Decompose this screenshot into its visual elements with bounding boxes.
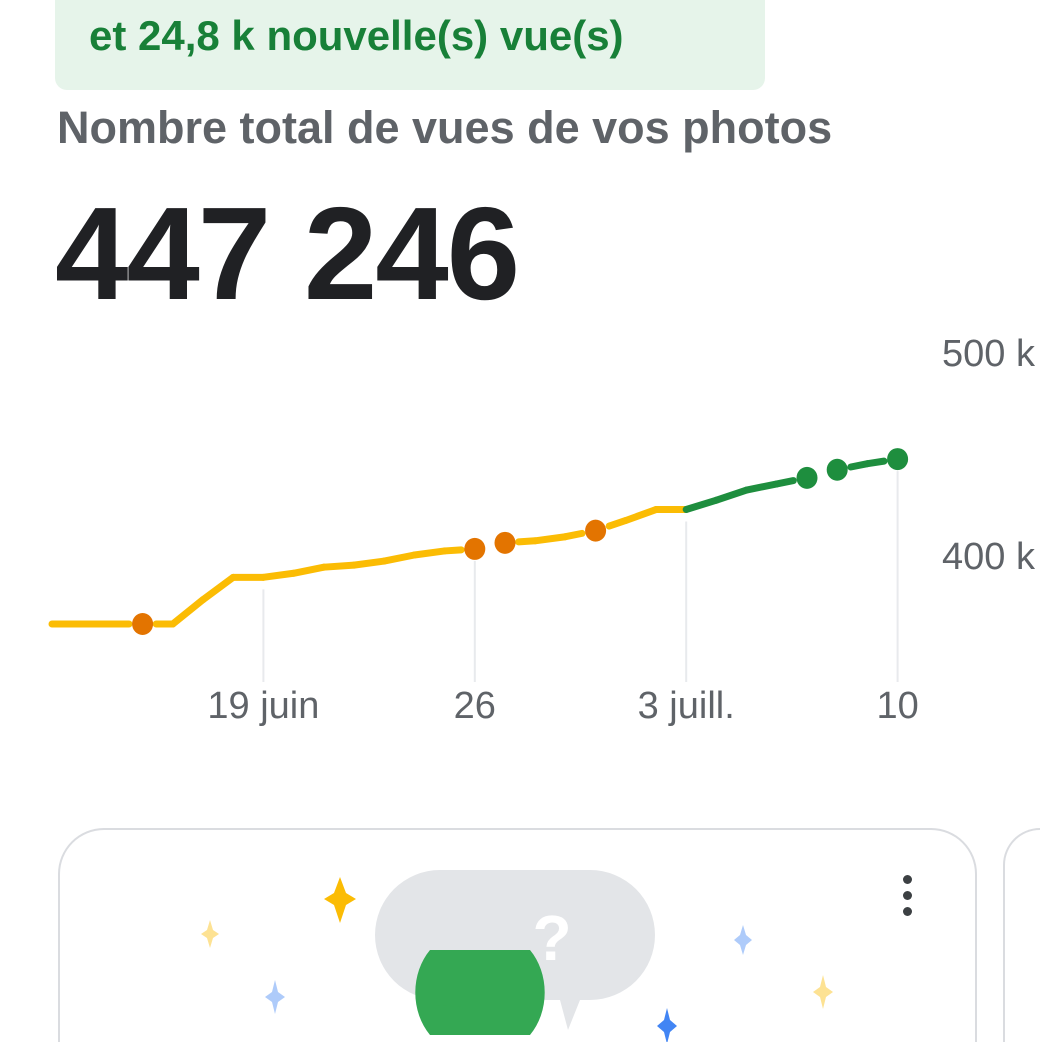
- line-segment: [259, 569, 298, 581]
- line-segment: [320, 561, 358, 571]
- x-tick-label: 10: [876, 685, 918, 727]
- total-views: 447 246: [55, 180, 520, 327]
- new-views-banner: et 24,8 k nouvelle(s) vue(s): [55, 0, 765, 90]
- data-point: [464, 537, 486, 560]
- line-segment: [622, 506, 660, 524]
- line-segment: [561, 529, 586, 541]
- line-segment: [380, 551, 418, 565]
- more-vert-icon[interactable]: [900, 875, 914, 923]
- page-title: Nombre total de vues de vos photos: [57, 102, 833, 153]
- new-views-text: et 24,8 k nouvelle(s) vue(s): [89, 12, 624, 59]
- line-segment: [350, 557, 388, 569]
- line-segment: [199, 573, 237, 604]
- sparkle-icon: [657, 1008, 677, 1042]
- line-segment: [863, 457, 888, 468]
- data-point: [585, 519, 607, 542]
- line-segment: [290, 563, 328, 577]
- x-tick-label: 3 juill.: [638, 685, 735, 727]
- svg-text:?: ?: [532, 902, 571, 974]
- next-card[interactable]: [1003, 828, 1040, 1042]
- x-tick-label: 26: [454, 685, 496, 727]
- sparkle-icon: [813, 975, 833, 1009]
- line-segment: [682, 496, 720, 514]
- chat-bubbles-illustration: ?: [201, 870, 833, 1042]
- sparkle-icon: [265, 980, 285, 1014]
- views-chart: 19 juin 26 3 juill. 10 500 k 400 k: [48, 333, 1036, 727]
- y-tick-label: 500 k: [942, 333, 1036, 375]
- line-segment: [410, 547, 449, 559]
- x-tick-label: 19 juin: [207, 685, 319, 727]
- y-tick-label: 400 k: [942, 536, 1036, 578]
- sparkle-icon: [324, 877, 356, 923]
- question-card[interactable]: ?: [58, 828, 977, 1042]
- sparkle-icon: [734, 925, 752, 955]
- data-point: [796, 466, 818, 489]
- line-segment: [441, 546, 465, 555]
- data-point: [826, 458, 848, 481]
- data-point: [887, 448, 909, 471]
- data-point: [494, 531, 516, 554]
- line-segment: [712, 486, 751, 504]
- line-segment: [531, 533, 569, 545]
- line-segment: [743, 480, 781, 494]
- line-segment: [773, 477, 797, 488]
- data-point: [132, 613, 154, 636]
- sparkle-icon: [201, 920, 219, 948]
- line-segment: [169, 596, 207, 628]
